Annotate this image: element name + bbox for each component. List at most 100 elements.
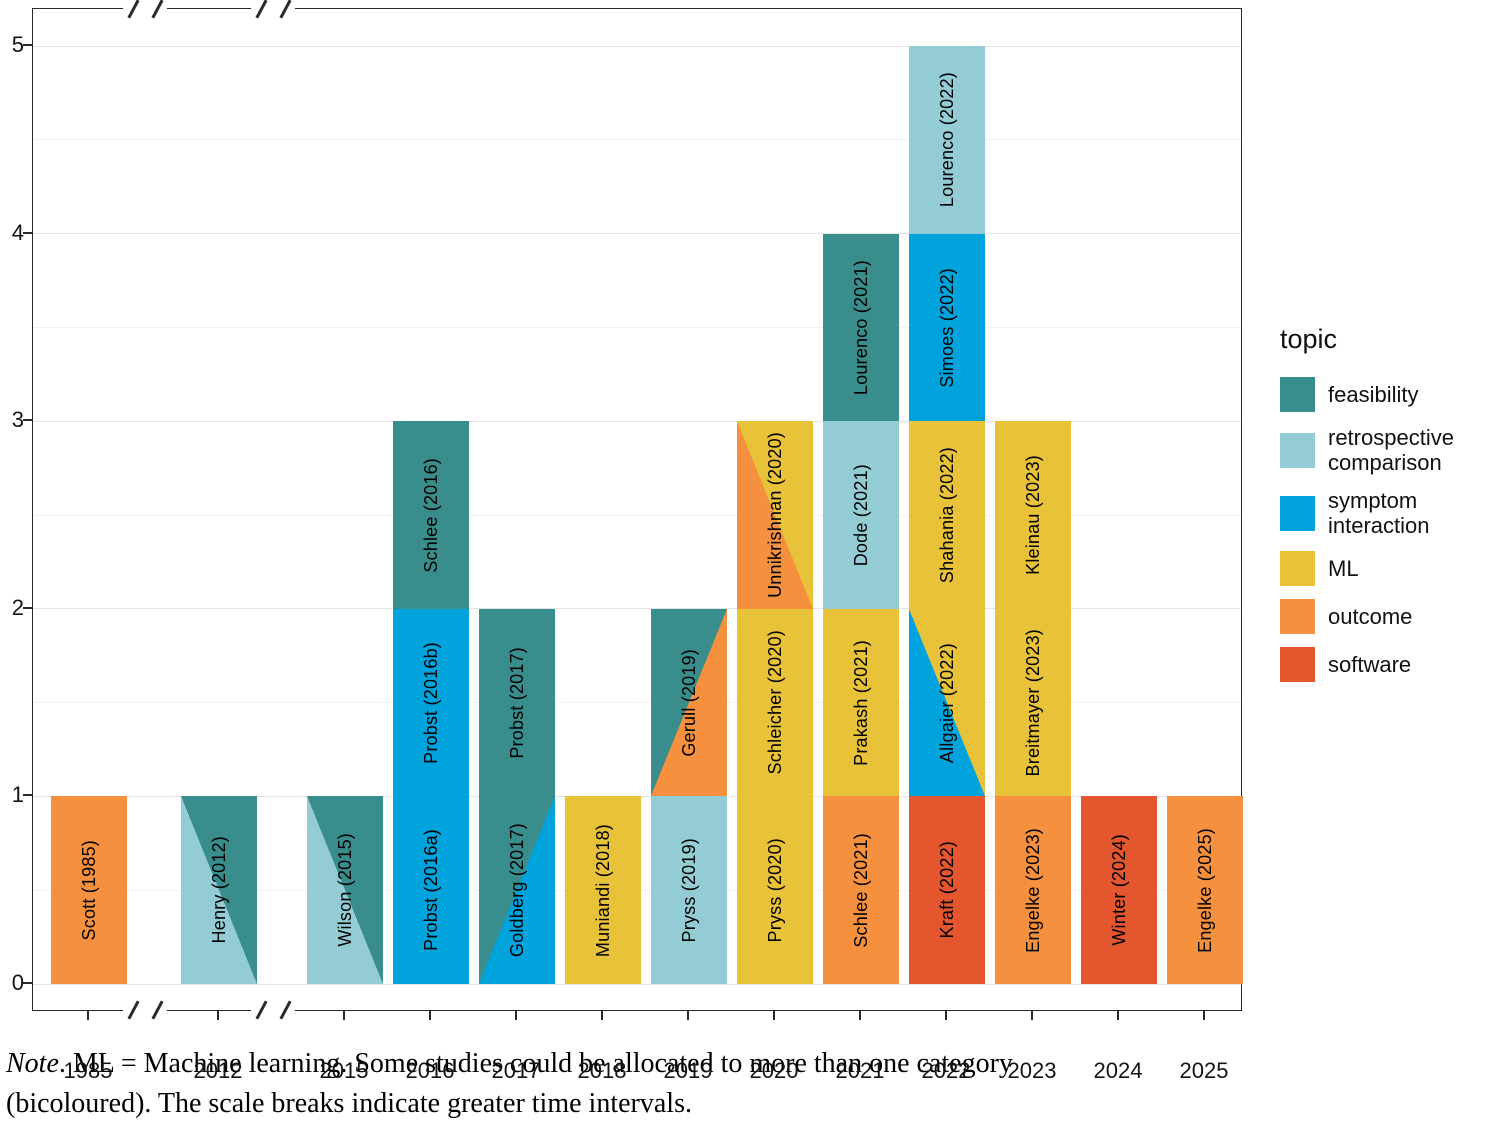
- legend-key-swatch: [1280, 647, 1315, 683]
- legend-key-swatch: [1280, 599, 1315, 635]
- gridline-minor: [33, 326, 1241, 328]
- x-axis-tick: [601, 1011, 603, 1020]
- bar-segment: Kraft (2022): [909, 796, 985, 984]
- x-axis-tick-label: 2024: [1093, 1058, 1143, 1083]
- x-axis-tick: [515, 1011, 517, 1020]
- x-axis-tick-label: 2017: [491, 1058, 541, 1083]
- figure-note: Note. ML = Machine learning. Some studie…: [6, 1044, 1276, 1124]
- bar-segment: Henry (2012): [181, 796, 257, 984]
- bar-segment: Kleinau (2023): [995, 421, 1071, 609]
- bar-segment: Gerull (2019): [651, 608, 727, 797]
- gridline-minor: [33, 702, 1241, 704]
- legend-entry-label: software: [1328, 652, 1412, 678]
- legend-entries: feasibility retrospective comparison sympt…: [1280, 377, 1500, 683]
- bar-segment-label: Simoes (2022): [936, 267, 957, 388]
- x-axis-tick: [859, 1011, 861, 1020]
- gridline-major: [33, 420, 1241, 422]
- bar-segment-label: Wilson (2015): [334, 833, 355, 948]
- x-axis-tick: [343, 1011, 345, 1020]
- bar-segment: Lourenco (2021): [823, 233, 899, 422]
- x-axis-tick-label: 2022: [921, 1058, 971, 1083]
- note-line2: (bicoloured). The scale breaks indicate …: [6, 1088, 692, 1119]
- bar-segment-label: Schlee (2021): [850, 832, 871, 948]
- legend: topic feasibility retrospective compariso…: [1280, 324, 1500, 695]
- gridline-major: [33, 983, 1241, 985]
- bar-segment-label: Engelke (2023): [1022, 827, 1043, 953]
- bar-segment: Muniandi (2018): [565, 796, 641, 984]
- bar-segment: Pryss (2019): [651, 796, 727, 984]
- bar-segment-label: Schlee (2016): [420, 457, 441, 573]
- x-axis-tick: [87, 1011, 89, 1020]
- legend-title: topic: [1280, 324, 1338, 354]
- bar-segment: Simoes (2022): [909, 233, 985, 422]
- bar-segment: Prakash (2021): [823, 608, 899, 797]
- plot-panel: Scott (1985) Henry (2012) Wilson (2015) Pro…: [32, 8, 1243, 1011]
- bar-segment: Wilson (2015): [307, 796, 383, 984]
- gridline-minor: [33, 514, 1241, 516]
- bar-segment-label: Breitmayer (2023): [1022, 628, 1043, 777]
- gridline-major: [33, 45, 1241, 47]
- bar-segment-label: Dode (2021): [850, 463, 871, 567]
- x-axis-tick-label: 2012: [193, 1058, 243, 1083]
- bar-segment: Scott (1985): [51, 796, 127, 984]
- bar-segment: Schleicher (2020): [737, 608, 813, 797]
- bar-segment: Probst (2017): [479, 608, 555, 797]
- x-axis-tick: [217, 1011, 219, 1020]
- bar-segment-label: Engelke (2025): [1194, 827, 1215, 953]
- x-axis-tick-label: 2021: [835, 1058, 885, 1083]
- bar-segment-label: Winter (2024): [1108, 834, 1129, 946]
- x-axis-tick-label: 2016: [405, 1058, 455, 1083]
- bar-segment-label: Lourenco (2022): [936, 72, 957, 208]
- legend-key-swatch: [1280, 551, 1315, 587]
- axis-break-mask: [123, 4, 167, 14]
- x-axis-tick-label: 2020: [749, 1058, 799, 1083]
- legend-entry: feasibility: [1280, 377, 1500, 412]
- legend-entry-label: retrospective comparison: [1328, 425, 1454, 476]
- y-axis-tick: [23, 982, 32, 984]
- y-axis-tick: [23, 44, 32, 46]
- bar-segment: Schlee (2021): [823, 796, 899, 984]
- y-axis-tick-label: 5: [11, 32, 24, 57]
- bar-segment: Engelke (2025): [1167, 796, 1243, 984]
- bar-segment-label: Allgaier (2022): [936, 642, 957, 763]
- bar-segment: Unnikrishnan (2020): [737, 421, 813, 609]
- bar-segment-label: Muniandi (2018): [592, 823, 613, 957]
- legend-entry: ML: [1280, 551, 1500, 587]
- legend-key-swatch: [1280, 432, 1315, 468]
- bar-segment-label: Probst (2017): [506, 646, 527, 759]
- legend-entry: retrospective comparison: [1280, 425, 1500, 475]
- legend-entry: software: [1280, 647, 1500, 683]
- legend-entry: symptom interaction: [1280, 488, 1500, 538]
- bar-segment-label: Goldberg (2017): [506, 823, 527, 958]
- bar-segment-label: Pryss (2019): [678, 837, 699, 943]
- axis-break-mask: [251, 4, 295, 14]
- x-axis-tick-label: 2025: [1179, 1058, 1229, 1083]
- bar-segment: Probst (2016b): [393, 608, 469, 797]
- bar-segment: Pryss (2020): [737, 796, 813, 984]
- gridline-major: [33, 233, 1241, 235]
- note-line1: . ML = Machine learning. Some studies co…: [58, 1048, 1013, 1079]
- y-axis-tick-label: 0: [11, 970, 24, 995]
- legend-entry-label: outcome: [1328, 604, 1413, 630]
- y-axis-tick-label: 4: [11, 219, 24, 245]
- bar-segment-label: Unnikrishnan (2020): [764, 432, 785, 598]
- x-axis-tick: [687, 1011, 689, 1020]
- bar-segment: Lourenco (2022): [909, 46, 985, 234]
- x-axis-tick: [945, 1011, 947, 1020]
- axis-break-mask: [251, 1005, 295, 1015]
- y-axis-tick: [23, 794, 32, 797]
- bar-segment-label: Scott (1985): [78, 839, 99, 941]
- y-axis-tick-label: 2: [11, 594, 24, 620]
- y-axis-tick: [23, 606, 32, 609]
- bar-segment-label: Prakash (2021): [850, 639, 871, 766]
- y-axis-tick: [23, 419, 32, 422]
- bar-segment-label: Kleinau (2023): [1022, 455, 1043, 575]
- bar-segment: Engelke (2023): [995, 796, 1071, 984]
- bar-segment-label: Pryss (2020): [764, 837, 785, 943]
- legend-entry-label: symptom interaction: [1328, 488, 1430, 539]
- x-axis-tick: [1203, 1011, 1205, 1020]
- axis-break-mask: [123, 1005, 167, 1015]
- bar-segment: Dode (2021): [823, 421, 899, 609]
- bar-segment-label: Schleicher (2020): [764, 630, 785, 775]
